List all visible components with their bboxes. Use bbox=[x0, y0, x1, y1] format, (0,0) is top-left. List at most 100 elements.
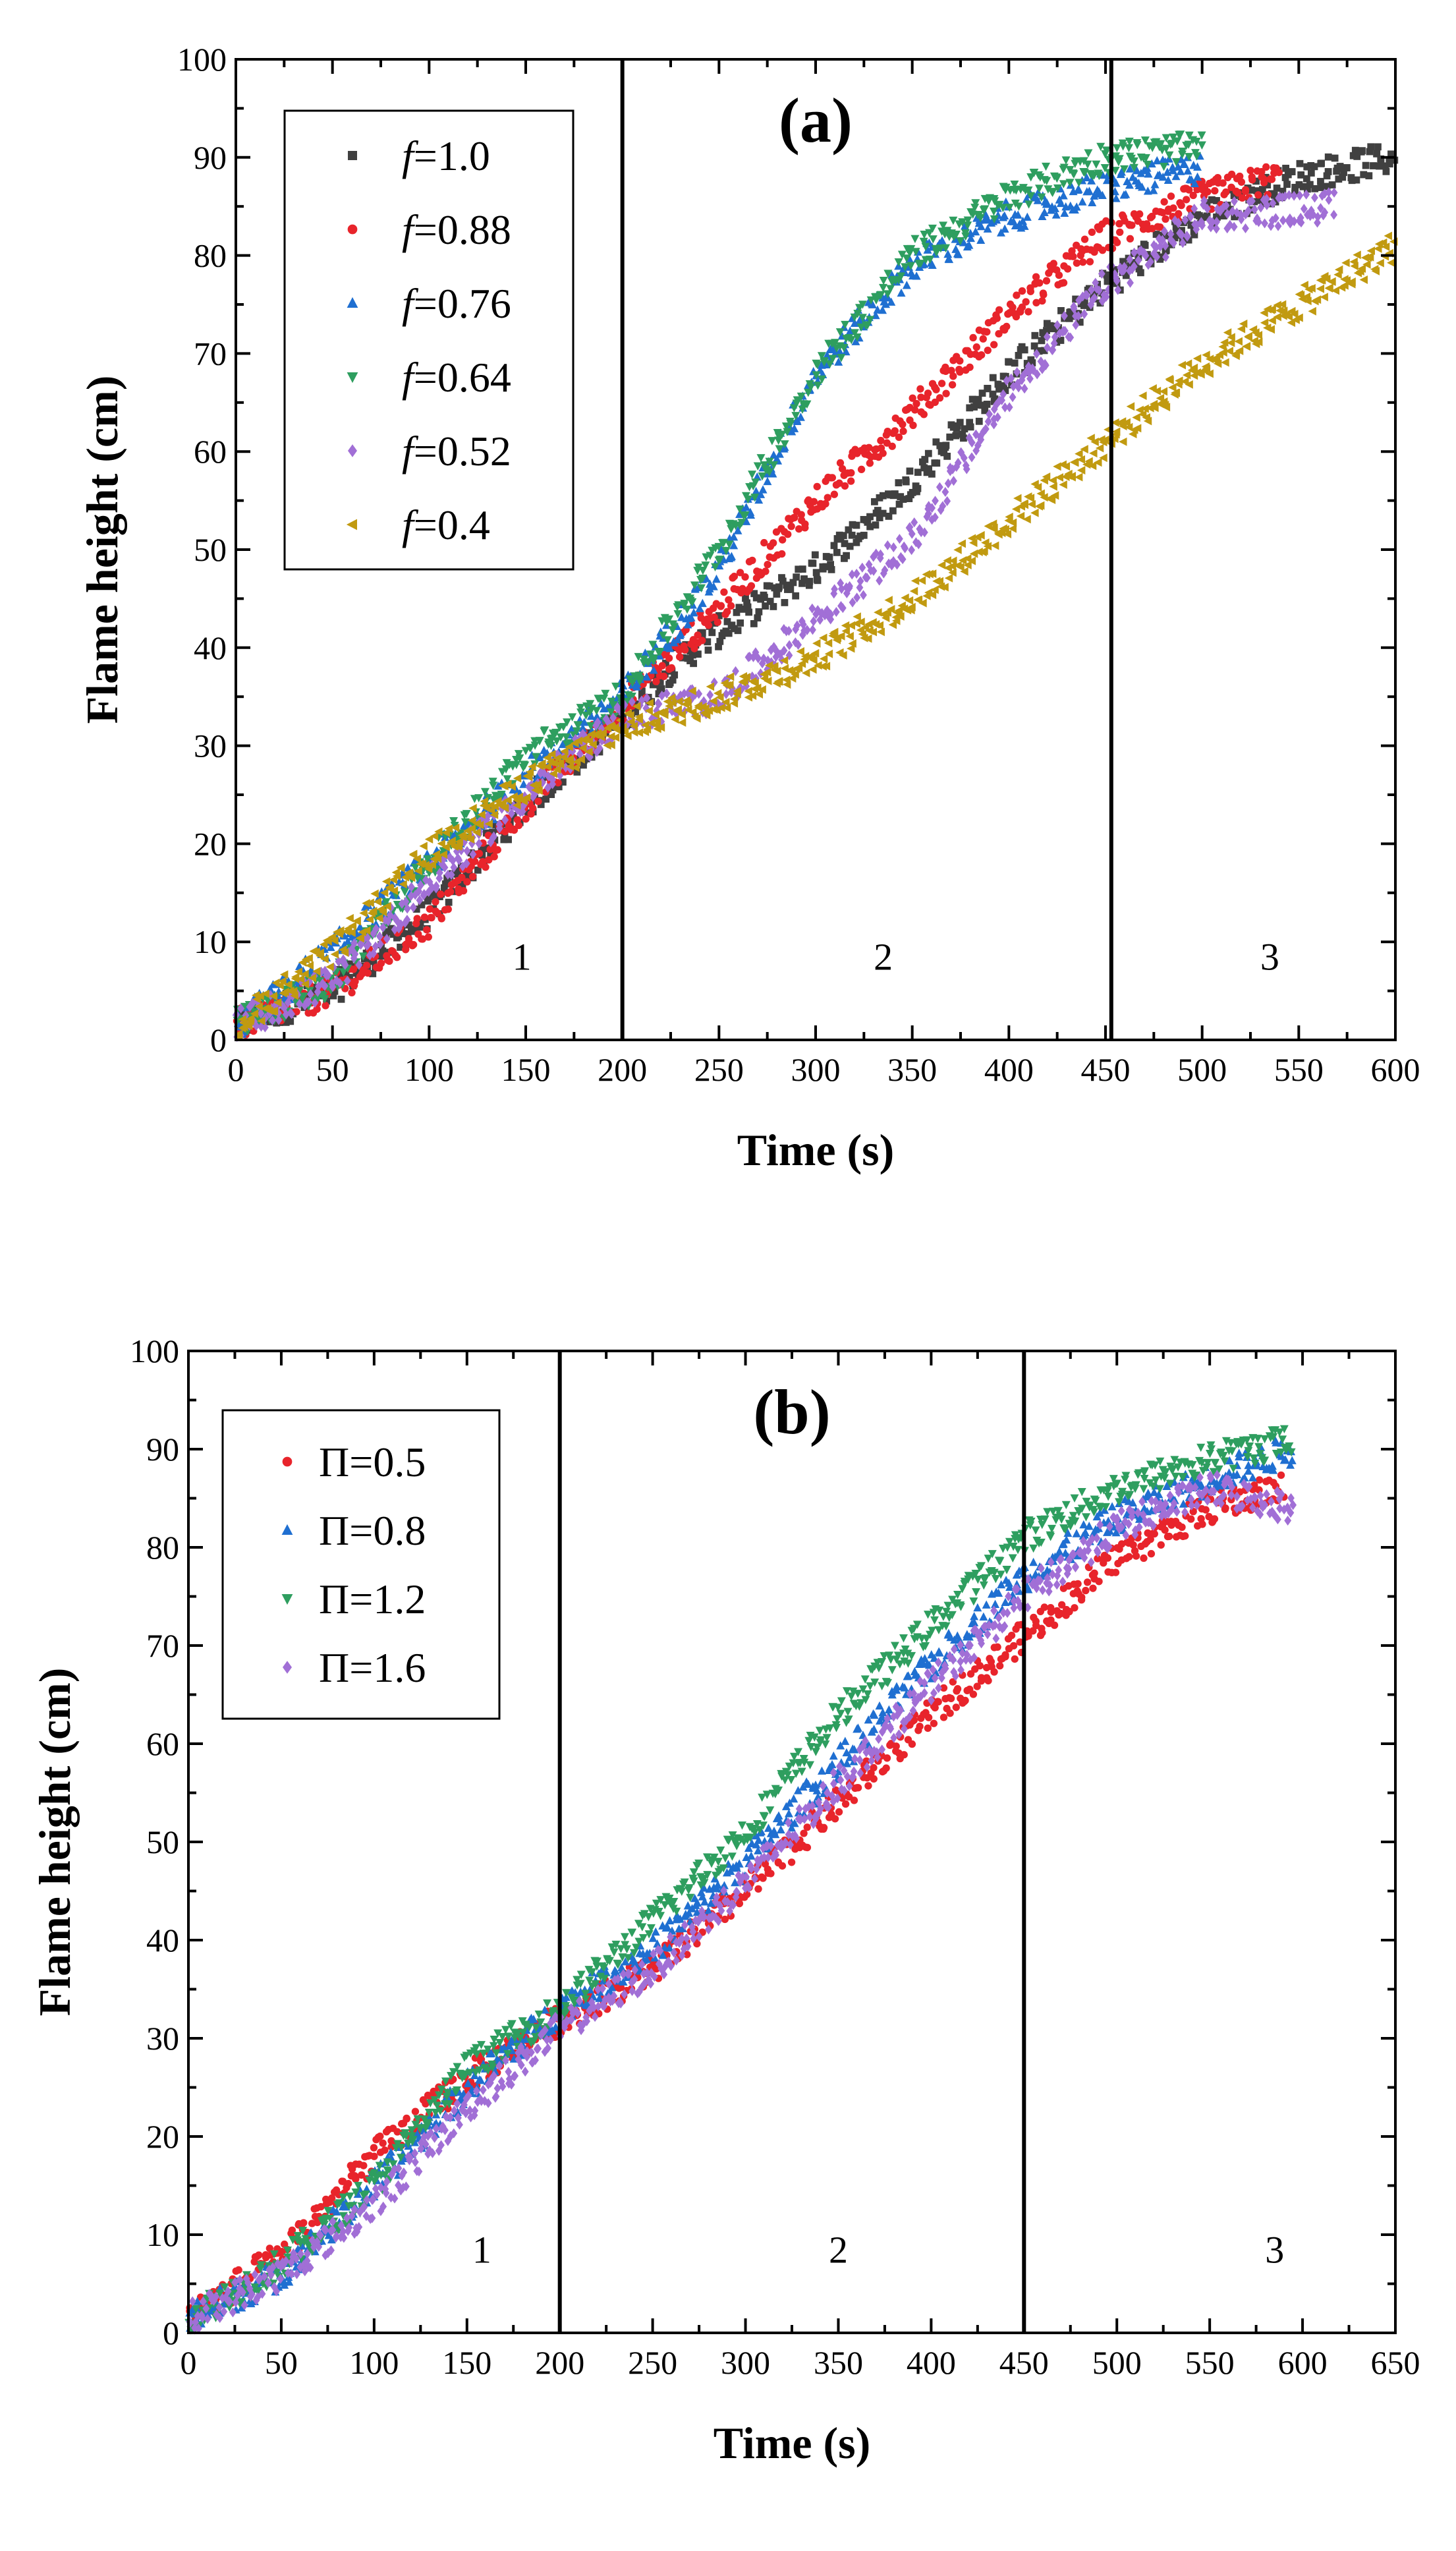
data-point bbox=[953, 461, 961, 472]
data-point bbox=[312, 967, 321, 976]
data-point bbox=[571, 763, 580, 772]
data-point bbox=[1254, 331, 1263, 340]
data-point bbox=[774, 1811, 783, 1820]
data-point bbox=[1357, 264, 1366, 273]
data-point bbox=[1211, 186, 1219, 195]
data-point bbox=[991, 1599, 1000, 1608]
data-point bbox=[426, 905, 434, 913]
data-point bbox=[914, 469, 922, 476]
data-point bbox=[966, 404, 974, 412]
data-point bbox=[451, 823, 460, 832]
data-point bbox=[648, 641, 658, 649]
data-point bbox=[417, 880, 424, 890]
data-point bbox=[839, 603, 847, 614]
data-point bbox=[1015, 352, 1022, 359]
data-point bbox=[475, 849, 484, 857]
data-point bbox=[370, 889, 379, 898]
data-point bbox=[1185, 175, 1194, 183]
data-point bbox=[1221, 1504, 1229, 1512]
data-point bbox=[1304, 185, 1311, 193]
data-point bbox=[1076, 318, 1084, 326]
data-point bbox=[677, 718, 686, 727]
data-point bbox=[1200, 195, 1208, 206]
data-point bbox=[1150, 138, 1159, 147]
data-point bbox=[841, 540, 849, 548]
data-point bbox=[866, 316, 875, 324]
data-point bbox=[603, 741, 611, 750]
data-point bbox=[977, 351, 986, 359]
data-point bbox=[824, 639, 833, 648]
data-point bbox=[974, 440, 982, 451]
legend-value: =1.0 bbox=[414, 132, 490, 179]
series-4 bbox=[233, 187, 1338, 1043]
data-point bbox=[715, 693, 724, 702]
data-point bbox=[480, 788, 490, 797]
data-point bbox=[1125, 1553, 1133, 1561]
data-point bbox=[1212, 223, 1220, 234]
data-point bbox=[1318, 190, 1326, 201]
data-point bbox=[905, 495, 913, 502]
data-point bbox=[1277, 300, 1287, 309]
data-point bbox=[918, 598, 927, 608]
data-point bbox=[814, 1792, 823, 1801]
data-point bbox=[1134, 179, 1143, 187]
data-point bbox=[366, 925, 376, 934]
data-point bbox=[677, 612, 686, 621]
data-point bbox=[956, 562, 965, 571]
data-point bbox=[803, 625, 811, 635]
data-point bbox=[1185, 186, 1193, 194]
data-point bbox=[738, 606, 746, 613]
data-point bbox=[1140, 1554, 1148, 1562]
data-point bbox=[1136, 269, 1144, 277]
data-point bbox=[392, 871, 401, 880]
data-point bbox=[1196, 369, 1204, 378]
data-point bbox=[919, 237, 928, 246]
data-point bbox=[751, 478, 760, 487]
data-point bbox=[965, 432, 973, 443]
data-point bbox=[870, 552, 878, 562]
data-point bbox=[912, 399, 920, 408]
data-point bbox=[508, 808, 515, 818]
data-point bbox=[1069, 252, 1077, 260]
data-point bbox=[481, 845, 489, 853]
data-point bbox=[1181, 215, 1189, 225]
data-point bbox=[745, 608, 753, 616]
data-point bbox=[1129, 1541, 1137, 1549]
data-point bbox=[671, 671, 679, 679]
data-point bbox=[600, 695, 609, 703]
data-point bbox=[1100, 164, 1109, 173]
data-point bbox=[1202, 1506, 1210, 1514]
data-point bbox=[362, 899, 370, 908]
data-point bbox=[984, 416, 992, 427]
data-point bbox=[813, 360, 822, 370]
data-point bbox=[515, 754, 524, 763]
data-point bbox=[686, 647, 694, 655]
data-point bbox=[1248, 173, 1256, 181]
data-point bbox=[383, 928, 391, 936]
data-point bbox=[930, 1653, 939, 1662]
data-point bbox=[642, 672, 652, 681]
data-point bbox=[754, 689, 764, 699]
data-point bbox=[734, 627, 742, 635]
data-point bbox=[1102, 146, 1111, 155]
data-point bbox=[1003, 529, 1012, 538]
data-point bbox=[1323, 183, 1331, 190]
data-point bbox=[1009, 303, 1017, 312]
data-point bbox=[475, 820, 484, 830]
data-point bbox=[1088, 285, 1095, 295]
data-point bbox=[1129, 163, 1138, 173]
data-point bbox=[339, 968, 348, 977]
data-point bbox=[1037, 356, 1045, 366]
data-point bbox=[193, 2297, 202, 2305]
data-point bbox=[399, 880, 407, 889]
data-point bbox=[700, 1897, 709, 1906]
data-point bbox=[668, 698, 677, 707]
region-label-2: 3 bbox=[1260, 936, 1279, 979]
data-point bbox=[667, 693, 676, 702]
data-point bbox=[904, 1671, 913, 1680]
data-point bbox=[660, 672, 668, 681]
data-point bbox=[932, 248, 941, 257]
data-point bbox=[931, 398, 939, 407]
data-point bbox=[791, 412, 800, 420]
data-point bbox=[1220, 209, 1228, 217]
